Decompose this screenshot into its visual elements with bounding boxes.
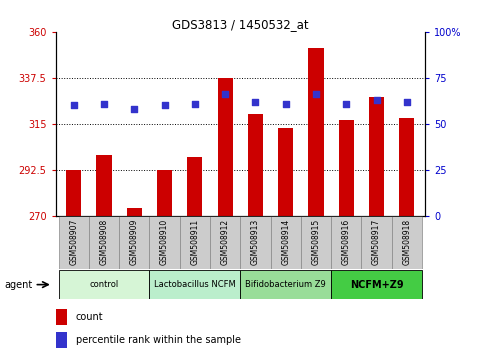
Bar (89, 216, 119, 269)
Point (130, 106, 138, 112)
Point (403, 99, 411, 105)
Bar (157, 170, 172, 216)
Bar (149, 216, 180, 269)
Bar (331, 270, 422, 299)
Text: GSM508916: GSM508916 (342, 218, 351, 265)
Bar (187, 156, 202, 216)
Bar (56, 332, 67, 348)
Bar (217, 78, 233, 216)
Text: control: control (89, 280, 119, 289)
Bar (309, 48, 324, 216)
Bar (66, 170, 81, 216)
Text: NCFM+Z9: NCFM+Z9 (350, 280, 403, 290)
Text: count: count (76, 312, 103, 322)
Text: percentile rank within the sample: percentile rank within the sample (76, 335, 241, 346)
Text: GSM508912: GSM508912 (221, 218, 229, 265)
Point (373, 97, 381, 103)
Text: GSM508910: GSM508910 (160, 218, 169, 265)
Bar (399, 118, 414, 216)
Text: GSM508907: GSM508907 (69, 218, 78, 265)
Point (342, 101, 350, 107)
Point (191, 101, 199, 107)
Text: GSM508913: GSM508913 (251, 218, 260, 265)
Bar (56, 309, 67, 325)
Text: GSM508918: GSM508918 (402, 218, 412, 265)
Text: Lactobacillus NCFM: Lactobacillus NCFM (154, 280, 236, 289)
Point (252, 99, 259, 105)
Point (161, 103, 169, 108)
Point (100, 101, 108, 107)
Bar (248, 114, 263, 216)
Text: agent: agent (4, 280, 33, 290)
Title: GDS3813 / 1450532_at: GDS3813 / 1450532_at (172, 18, 309, 31)
Bar (149, 270, 241, 299)
Text: GSM508909: GSM508909 (130, 218, 139, 265)
Text: GSM508914: GSM508914 (281, 218, 290, 265)
Point (70, 103, 78, 108)
Bar (369, 97, 384, 216)
Bar (278, 128, 293, 216)
Bar (58, 270, 149, 299)
Bar (361, 216, 392, 269)
Bar (127, 208, 142, 216)
Bar (58, 216, 89, 269)
Text: GSM508915: GSM508915 (312, 218, 321, 265)
Bar (270, 216, 301, 269)
Bar (180, 216, 210, 269)
Point (312, 92, 320, 97)
Bar (210, 216, 241, 269)
Bar (301, 216, 331, 269)
Point (221, 92, 229, 97)
Bar (241, 270, 331, 299)
Bar (339, 120, 354, 216)
Text: GSM508911: GSM508911 (190, 218, 199, 265)
Bar (392, 216, 422, 269)
Point (282, 101, 290, 107)
Bar (331, 216, 361, 269)
Text: GSM508908: GSM508908 (99, 218, 109, 265)
Bar (119, 216, 149, 269)
Bar (241, 216, 270, 269)
Text: Bifidobacterium Z9: Bifidobacterium Z9 (245, 280, 326, 289)
Text: GSM508917: GSM508917 (372, 218, 381, 265)
Bar (97, 155, 112, 216)
